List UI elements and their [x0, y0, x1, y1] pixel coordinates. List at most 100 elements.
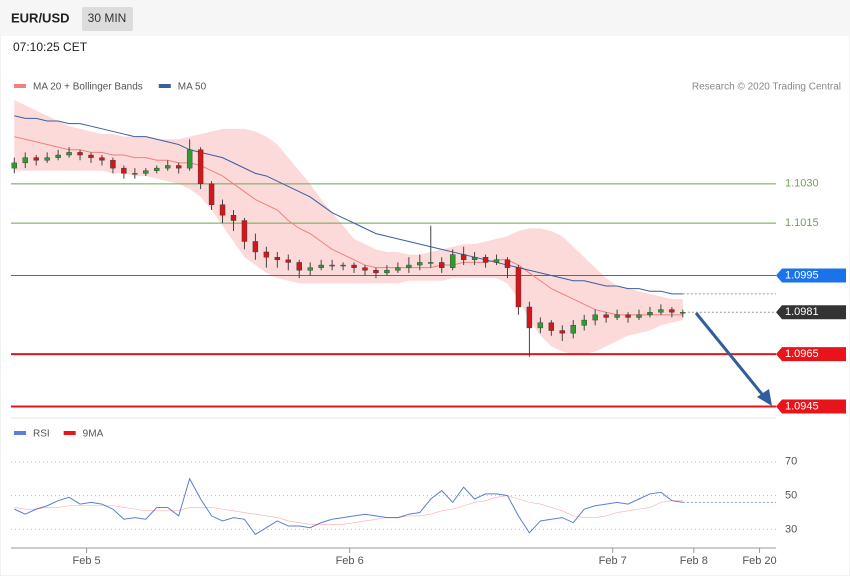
candle-body [132, 173, 138, 175]
candle-body [373, 270, 379, 274]
candle-body [121, 167, 127, 174]
candle-body [44, 157, 50, 161]
candle-body [636, 314, 642, 318]
candle-body [143, 170, 149, 174]
level-label: 1.1015 [785, 217, 819, 229]
candle-body [647, 312, 653, 316]
candle-body [680, 312, 686, 314]
legend-swatch [14, 84, 26, 88]
candle-body [592, 314, 598, 321]
candle-body [99, 157, 105, 161]
header-bar [0, 0, 850, 36]
candle-body [581, 319, 587, 326]
y-tick-label: 70 [785, 456, 797, 468]
x-tick-label: Feb 8 [680, 555, 708, 567]
level-label: 1.0965 [785, 348, 819, 360]
series-line [14, 477, 683, 536]
candle-body [362, 267, 368, 271]
candle-body [449, 254, 456, 268]
candle-body [428, 262, 434, 264]
level-label: 1.0981 [785, 306, 819, 318]
candle-body [460, 254, 467, 261]
level-tag [776, 305, 846, 320]
interval[interactable]: 30 MIN [88, 11, 127, 25]
bollinger-band [14, 100, 683, 355]
candle-body [614, 314, 620, 318]
candle-body [307, 267, 313, 271]
candle-body [296, 262, 302, 271]
candle-body [417, 262, 423, 266]
level-tag [776, 399, 846, 414]
candle-body [318, 264, 324, 268]
candle-body [482, 256, 489, 263]
candle-body [669, 309, 675, 313]
candle-body [154, 167, 160, 171]
candle-body [241, 220, 248, 242]
x-tick-label: Feb 7 [599, 555, 627, 567]
candle-body [252, 241, 259, 253]
candle-body [439, 262, 445, 268]
candle-body [406, 264, 412, 268]
level-tag [776, 347, 846, 362]
candle-body [340, 264, 346, 267]
candle-body [537, 322, 544, 329]
candle-body [658, 309, 664, 313]
candle-body [33, 157, 39, 161]
x-tick-label: Feb 20 [742, 555, 776, 567]
candle-body [11, 162, 17, 169]
level-label: 1.0995 [785, 269, 819, 281]
moving-average [14, 115, 683, 295]
forecast-arrow-head [757, 389, 772, 406]
legend-swatch [158, 84, 171, 88]
candle-body [329, 264, 335, 267]
time: 07:10:25 CET [13, 40, 88, 54]
credit: Research © 2020 Trading Central [692, 82, 841, 93]
legend-label: RSI [33, 429, 50, 440]
candle-body [77, 152, 83, 156]
candle-body [493, 259, 500, 263]
candle-body [230, 215, 237, 221]
candle-body [165, 165, 171, 169]
candle-body [351, 264, 357, 268]
x-tick-label: Feb 6 [336, 555, 364, 567]
candle-body [208, 183, 215, 205]
candle-body [110, 160, 116, 169]
candle-body [384, 270, 390, 274]
candle-body [219, 204, 226, 216]
interval-box[interactable] [82, 7, 133, 31]
level-label: 1.1030 [785, 178, 819, 190]
candle-body [548, 322, 555, 331]
legend-swatch [14, 431, 26, 435]
y-tick-label: 30 [785, 523, 797, 535]
candle-body [559, 330, 565, 334]
candle-body [285, 259, 291, 263]
candle-body [88, 154, 94, 158]
legend-label: MA 50 [178, 82, 207, 93]
level-label: 1.0945 [785, 400, 819, 412]
candle-body [471, 256, 478, 261]
candle-body [625, 314, 631, 318]
candle-body [55, 154, 61, 158]
candle-body [526, 306, 533, 329]
symbol: EUR/USD [11, 10, 70, 25]
candle-body [186, 149, 193, 169]
legend-swatch [63, 431, 76, 435]
forecast-arrow [694, 312, 768, 400]
legend-label: MA 20 + Bollinger Bands [33, 82, 143, 93]
candle-body [197, 149, 204, 185]
candle-body [603, 314, 609, 318]
candle-body [395, 267, 401, 271]
x-tick-label: Feb 5 [73, 555, 101, 567]
candle-body [22, 157, 28, 164]
candle-body [66, 152, 72, 156]
candle-body [570, 325, 576, 334]
candle-body [175, 165, 182, 169]
legend-label: 9MA [83, 429, 104, 440]
candle-body [515, 267, 522, 308]
candle-body [504, 259, 511, 268]
y-tick-label: 50 [785, 490, 797, 502]
level-tag [776, 268, 846, 283]
candle-body [263, 251, 270, 258]
